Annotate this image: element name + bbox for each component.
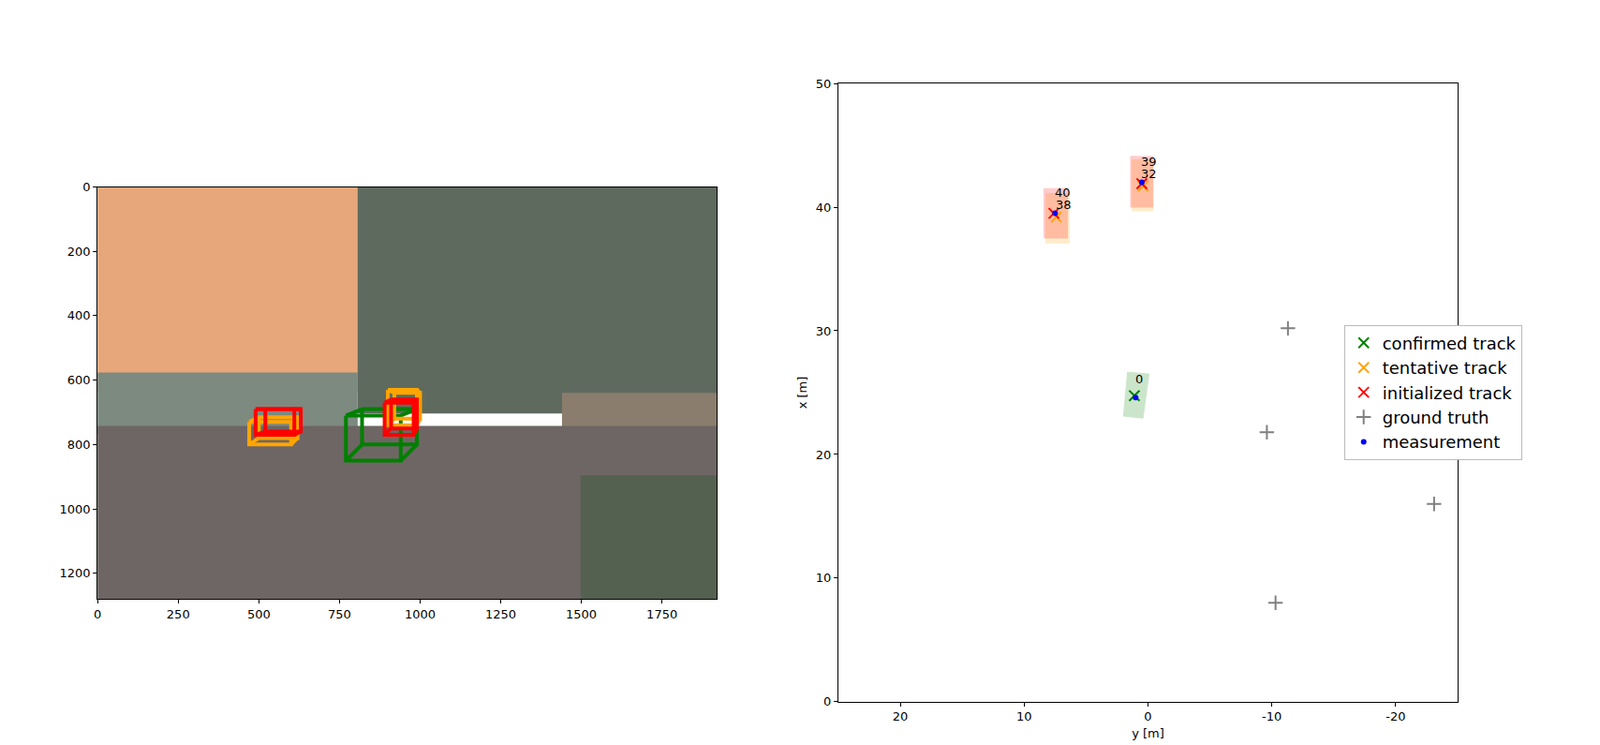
- svg-text:200: 200: [67, 244, 91, 259]
- svg-text:500: 500: [247, 607, 271, 622]
- svg-text:0: 0: [82, 179, 90, 194]
- svg-text:40: 40: [815, 200, 832, 215]
- svg-text:x [m]: x [m]: [795, 376, 810, 410]
- svg-text:750: 750: [327, 607, 352, 622]
- svg-text:1250: 1250: [485, 607, 517, 622]
- svg-text:-20: -20: [1385, 709, 1406, 724]
- svg-text:0: 0: [1135, 371, 1143, 386]
- svg-text:20: 20: [815, 447, 832, 462]
- svg-text:40: 40: [1054, 185, 1071, 200]
- svg-text:y [m]: y [m]: [1131, 725, 1165, 741]
- svg-text:tentative track: tentative track: [1382, 357, 1509, 378]
- svg-text:400: 400: [67, 308, 91, 323]
- svg-text:32: 32: [1140, 166, 1157, 181]
- svg-text:38: 38: [1055, 197, 1072, 212]
- svg-text:ground truth: ground truth: [1382, 407, 1490, 428]
- svg-text:39: 39: [1140, 154, 1157, 169]
- svg-text:initialized track: initialized track: [1382, 383, 1513, 403]
- svg-text:0: 0: [1143, 709, 1152, 724]
- svg-text:1750: 1750: [646, 607, 678, 622]
- svg-text:600: 600: [67, 372, 91, 387]
- svg-text:1000: 1000: [404, 607, 436, 622]
- svg-text:800: 800: [67, 437, 91, 452]
- svg-text:250: 250: [166, 607, 191, 622]
- svg-text:-10: -10: [1261, 709, 1282, 724]
- svg-text:confirmed track: confirmed track: [1382, 333, 1517, 354]
- svg-text:1500: 1500: [565, 607, 597, 622]
- svg-text:1000: 1000: [59, 502, 90, 517]
- svg-text:10: 10: [815, 570, 832, 585]
- svg-text:50: 50: [815, 76, 832, 91]
- svg-text:0: 0: [823, 694, 831, 709]
- svg-text:0: 0: [93, 607, 102, 622]
- svg-text:20: 20: [892, 709, 909, 724]
- svg-text:30: 30: [815, 324, 832, 339]
- svg-text:10: 10: [1016, 709, 1033, 724]
- svg-text:measurement: measurement: [1382, 431, 1501, 452]
- svg-text:1200: 1200: [59, 565, 90, 580]
